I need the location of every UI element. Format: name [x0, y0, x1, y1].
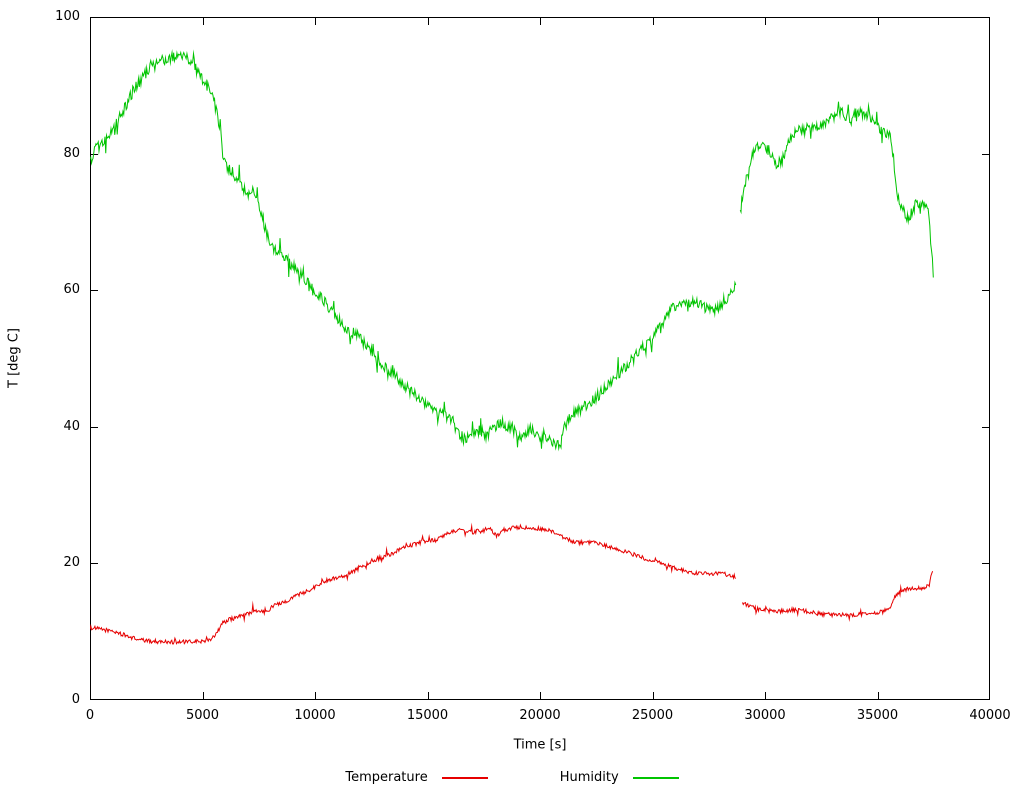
- legend: Temperature Humidity: [0, 770, 1024, 785]
- y-tick-label: 60: [63, 282, 80, 298]
- y-tick-label: 80: [63, 145, 80, 161]
- x-tick-label: 40000: [969, 708, 1011, 723]
- x-tick-label: 0: [85, 708, 95, 723]
- x-axis-title: Time [s]: [513, 737, 567, 753]
- legend-item-temperature: Temperature: [345, 770, 488, 785]
- chart-canvas: [90, 17, 990, 700]
- y-tick-label: 20: [63, 555, 80, 571]
- x-tick-label: 25000: [631, 708, 674, 723]
- plot-area: [90, 17, 990, 700]
- x-tick-label: 10000: [294, 708, 336, 723]
- y-tick-label: 0: [71, 692, 80, 707]
- x-tick-label: 35000: [856, 708, 899, 723]
- x-tick-label: 15000: [406, 708, 449, 723]
- x-tick-label: 30000: [744, 708, 786, 723]
- y-axis-title: T [deg C]: [6, 328, 22, 388]
- legend-label-humidity: Humidity: [559, 770, 619, 785]
- legend-item-humidity: Humidity: [560, 770, 679, 785]
- y-axis-tick-labels: 0 20 40 60 80 100: [0, 0, 80, 800]
- legend-line-humidity: [632, 776, 679, 779]
- x-tick-label: 20000: [519, 708, 561, 723]
- legend-line-temperature: [441, 776, 488, 779]
- y-tick-label: 40: [63, 418, 80, 434]
- legend-label-temperature: Temperature: [345, 770, 428, 785]
- y-tick-label: 100: [55, 9, 80, 24]
- x-tick-label: 5000: [185, 708, 220, 723]
